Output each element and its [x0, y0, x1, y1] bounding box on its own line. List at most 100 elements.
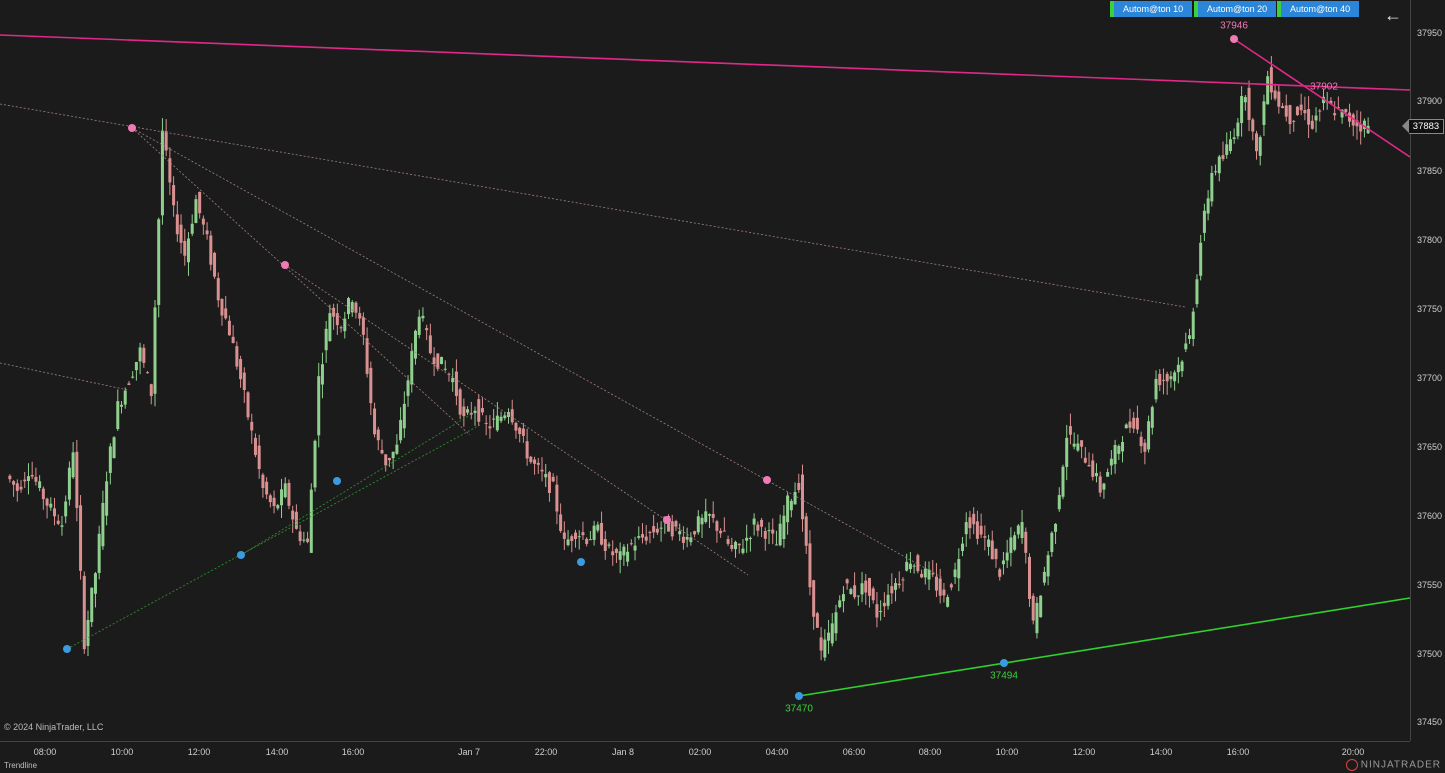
candle-body: [786, 495, 790, 523]
candle-body: [510, 409, 514, 423]
candle-body: [1072, 443, 1076, 447]
candle-body: [1031, 595, 1035, 621]
candle-body: [1035, 602, 1039, 634]
y-tick: 37600: [1417, 511, 1443, 521]
arrow-left-icon[interactable]: ←: [1384, 5, 1402, 25]
candle-body: [1273, 90, 1277, 99]
candle-body: [1180, 361, 1184, 372]
candle-body: [1121, 441, 1125, 452]
candle-body: [957, 559, 961, 579]
time-axis[interactable]: 08:00 10:00 12:00 14:00 16:00 Jan 7 22:0…: [0, 741, 1410, 760]
candle-body: [681, 536, 685, 543]
swing-high-point: [1230, 35, 1238, 43]
candle-body: [897, 583, 901, 586]
candle-body: [86, 619, 90, 646]
candle-body: [644, 536, 648, 541]
candle-body: [265, 481, 269, 495]
candle-body: [867, 578, 871, 596]
y-tick: 37950: [1417, 28, 1443, 38]
candle-body: [64, 501, 68, 517]
candle-body: [882, 602, 886, 607]
candle-body: [737, 543, 741, 546]
trendline-dotted-5: [284, 264, 749, 576]
candle-body: [198, 191, 202, 214]
candle-body: [626, 551, 630, 562]
candle-body: [533, 459, 537, 464]
candle-body: [369, 367, 373, 404]
candle-body: [1046, 555, 1050, 577]
candle-body: [320, 364, 324, 385]
candle-body: [1001, 560, 1005, 565]
automaton-40-button[interactable]: Autom@ton 40: [1277, 1, 1360, 17]
candle-body: [1102, 483, 1106, 490]
candle-body: [168, 158, 172, 183]
price-axis[interactable]: 37950 37900 37850 37800 37750 37700 3765…: [1410, 0, 1445, 741]
candle-body: [1362, 120, 1366, 130]
candle-body: [157, 219, 161, 305]
x-tick: 12:00: [187, 747, 211, 757]
y-tick: 37800: [1417, 235, 1443, 245]
chart-area[interactable]: Autom@ton 10 Autom@ton 20 Autom@ton 40 ←…: [0, 0, 1410, 741]
candle-body: [116, 401, 120, 429]
candle-body: [1132, 417, 1136, 429]
support-dotted-2: [240, 414, 471, 556]
candle-body: [998, 569, 1002, 577]
candle-body: [812, 580, 816, 617]
current-price-marker: 37883: [1402, 119, 1444, 134]
candle-body: [1284, 105, 1288, 117]
candle-body: [1176, 364, 1180, 373]
candle-body: [1210, 172, 1214, 202]
candle-body: [298, 531, 302, 542]
swing-low-point: [1000, 659, 1008, 667]
candle-body: [581, 532, 585, 536]
swing-high-point: [763, 476, 771, 484]
candle-body: [1214, 171, 1218, 173]
candle-body: [652, 526, 656, 533]
candle-body: [1124, 424, 1128, 429]
candle-body: [309, 489, 313, 553]
trendline-dotted-2: [0, 362, 129, 391]
candle-body: [1336, 107, 1340, 109]
candle-body: [551, 476, 555, 482]
candle-body: [975, 521, 979, 539]
candle-body: [1076, 443, 1080, 451]
swing-high-point: [663, 516, 671, 524]
candle-body: [1184, 343, 1188, 350]
price-chart[interactable]: [0, 0, 1410, 741]
candles-group: [8, 56, 1370, 662]
x-tick: 10:00: [110, 747, 134, 757]
candle-body: [849, 588, 853, 595]
automaton-20-button[interactable]: Autom@ton 20: [1194, 1, 1277, 17]
automaton-10-button[interactable]: Autom@ton 10: [1110, 1, 1193, 17]
candle-body: [521, 428, 525, 436]
candle-body: [23, 479, 27, 482]
candle-body: [365, 338, 369, 374]
candle-body: [834, 612, 838, 634]
swing-high-point: [128, 124, 136, 132]
candle-body: [250, 421, 254, 431]
candle-body: [1106, 472, 1110, 477]
candle-body: [82, 575, 86, 650]
candle-body: [901, 579, 905, 581]
candle-body: [257, 445, 261, 470]
candle-body: [1113, 445, 1117, 465]
candle-body: [201, 218, 205, 225]
candle-body: [544, 474, 548, 478]
candle-body: [923, 568, 927, 578]
candle-body: [235, 346, 239, 367]
candle-body: [1057, 495, 1061, 510]
candle-body: [1217, 156, 1221, 174]
candle-body: [387, 458, 391, 461]
candle-body: [97, 533, 101, 573]
candle-body: [1292, 120, 1296, 122]
candle-body: [1039, 595, 1043, 618]
y-tick: 37450: [1417, 717, 1443, 727]
candle-body: [514, 422, 518, 431]
candle-body: [719, 530, 723, 534]
candle-body: [1028, 556, 1031, 599]
swing-low-point: [577, 558, 585, 566]
candle-body: [190, 223, 194, 234]
candle-body: [477, 399, 481, 422]
candle-body: [239, 359, 243, 380]
candle-body: [179, 224, 183, 243]
